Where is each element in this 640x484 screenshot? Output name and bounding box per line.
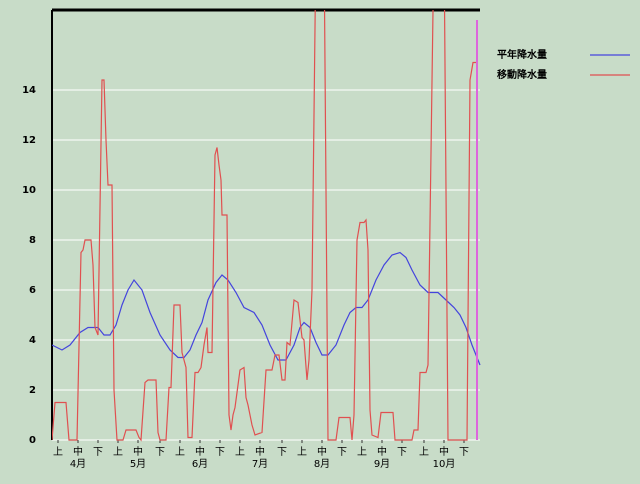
x-tick-label: 下 (277, 447, 287, 458)
legend-label: 移動降水量 (497, 68, 547, 81)
x-tick-label: 下 (397, 447, 407, 458)
legend-label: 平年降水量 (497, 48, 547, 61)
x-tick-label: 下 (337, 447, 347, 458)
x-tick-label: 中 (439, 445, 449, 458)
x-tick-label: 下 (459, 447, 469, 458)
y-tick-label: 8 (29, 235, 36, 246)
x-tick-label: 下 (155, 447, 165, 458)
y-tick-label: 12 (22, 135, 36, 146)
x-tick-label: 上 (175, 446, 185, 458)
month-label: 7月 (252, 458, 268, 470)
x-tick-label: 上 (357, 446, 367, 458)
series-line (52, 251, 481, 366)
y-tick-label: 4 (29, 335, 36, 346)
x-tick-label: 上 (297, 446, 307, 458)
x-tick-label: 中 (255, 445, 265, 458)
x-tick-label: 上 (53, 446, 63, 458)
y-tick-label: 10 (22, 185, 36, 196)
x-tick-label: 中 (73, 445, 83, 458)
x-tick-label: 中 (377, 445, 387, 458)
x-tick-label: 下 (215, 447, 225, 458)
x-tick-label: 上 (235, 446, 245, 458)
month-label: 9月 (374, 458, 390, 470)
series-line (52, 10, 478, 442)
x-tick-label: 中 (133, 445, 143, 458)
y-tick-label: 6 (29, 285, 36, 296)
plot-area (52, 10, 481, 442)
month-label: 10月 (433, 458, 456, 470)
month-label: 5月 (130, 458, 146, 470)
x-tick-label: 中 (317, 445, 327, 458)
y-tick-label: 2 (29, 385, 36, 396)
month-label: 8月 (314, 458, 330, 470)
x-tick-label: 上 (419, 446, 429, 458)
month-label: 6月 (192, 458, 208, 470)
x-tick-label: 下 (93, 447, 103, 458)
x-tick-label: 中 (195, 445, 205, 458)
x-tick-label: 上 (113, 446, 123, 458)
month-label: 4月 (70, 458, 86, 470)
y-tick-label: 0 (29, 435, 36, 446)
y-tick-label: 14 (22, 85, 36, 96)
